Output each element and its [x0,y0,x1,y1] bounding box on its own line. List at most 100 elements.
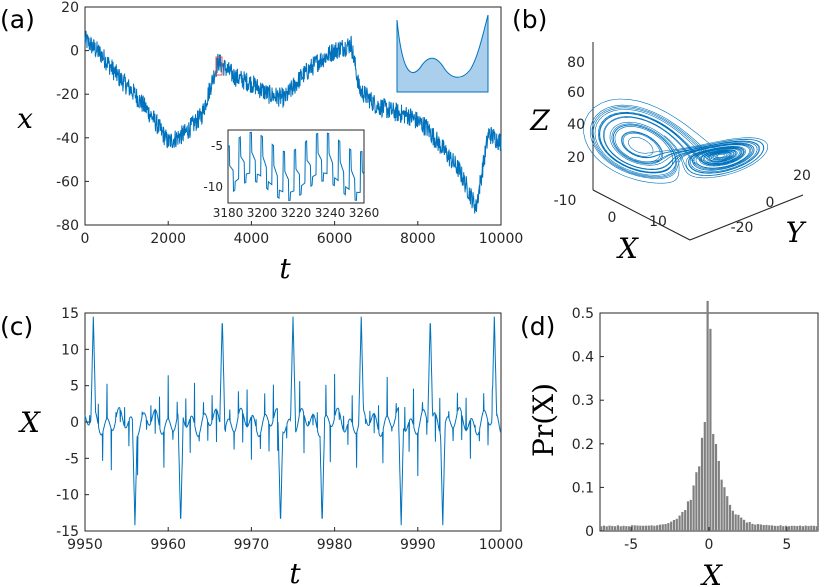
histogram-bar [614,526,617,531]
histogram-bar [770,525,774,531]
histogram-bar [605,526,608,531]
y-tick-label-a: -20 [56,87,79,103]
y-tick-label-d: 0 [585,524,594,540]
ticks-d: -5 0 5 0 0.1 0.2 0.3 0.4 0.5 [572,306,792,553]
histogram-bar [804,525,807,531]
inset-series-line [227,131,365,202]
histogram-bar [813,525,816,531]
histogram-bar [650,525,653,531]
inset-zoom: 3180 3200 3220 3240 3260 -5 -10 [203,129,380,220]
histogram-bar [684,510,687,531]
y-tick-label-b: -20 [731,220,754,236]
histogram-bar [681,511,684,531]
histogram-bar [630,525,634,531]
zoom-highlight-box [215,56,223,76]
histogram-bar [695,472,698,531]
ticks-a: 0 2000 4000 6000 8000 10000 -80 -60 -40 -20 0 20 [56,0,523,247]
inset-x-tick-label: 3260 [349,206,380,220]
histogram-bar [616,525,620,531]
histogram-bar [658,524,662,531]
y-tick-label-c: -5 [65,451,79,467]
histogram-bar [745,522,748,531]
x-tick-label-d: 0 [705,537,714,553]
histogram-bar [740,517,743,531]
histogram-bar [678,515,681,531]
histogram-bar [717,460,720,531]
histogram-bar [751,523,754,531]
inset-x-tick-label: 3180 [213,206,244,220]
y-tick-label-a: 20 [61,0,79,16]
x-tick-label-d: 5 [782,537,791,553]
histogram-bar [600,526,603,531]
histogram-bar [661,524,664,531]
histogram-bar [807,525,810,531]
histogram-bar [625,526,628,531]
z-tick-label-b: 80 [567,55,585,71]
lorenz-attractor [583,98,769,184]
histogram-bar [773,525,776,531]
histogram-bar [759,524,762,531]
x-tick-label-c: 9970 [234,537,270,553]
y-tick-label-c: 5 [70,379,79,395]
x-tick-label-c: 9990 [400,537,436,553]
inset-x-tick-label: 3240 [315,206,346,220]
y-tick-label-a: -60 [56,174,79,190]
histogram-bar [754,524,757,531]
x-tick-label-c: 10000 [479,537,524,553]
z-tick-label-b: 20 [567,150,585,166]
histogram-bar [633,525,636,531]
y-tick-label-c: -10 [56,488,79,504]
axes-frame-a [84,6,502,226]
histogram-bar [793,525,796,531]
histogram-bar [720,479,723,531]
x-tick-label-a: 10000 [479,231,524,247]
histogram-bar [664,524,667,531]
ylabel-a: x [17,102,33,135]
histogram-bar [686,501,690,531]
y-tick-label-d: 0.5 [572,306,594,322]
x-axis-line-3d [592,189,691,241]
histogram-bar [815,526,819,531]
histogram-bar [642,525,645,531]
histogram-bar [647,525,650,531]
histogram-bar [675,518,678,531]
inset-x-tick-label: 3200 [247,206,278,220]
y-tick-label-c: -15 [56,524,79,540]
histogram-bar [742,519,746,531]
ylabel-d: Pr(X) [527,383,560,457]
x-tick-label-b: 0 [608,210,617,226]
series-line-c [84,316,502,526]
histogram-bar [756,524,760,531]
histogram-bar [796,525,799,531]
y-tick-label-b: 20 [793,168,811,184]
panel-label-c: (c) [0,312,33,341]
histogram-bar [728,504,732,531]
inset-x-tick-label: 3220 [281,206,312,220]
ylabel-c: X [18,406,41,439]
histogram-bar [703,421,706,531]
y-tick-label-a: -80 [56,218,79,234]
histogram-bar [799,525,802,531]
y-tick-label-a: 0 [70,44,79,60]
histogram-bar [762,524,765,531]
histogram-bar [712,433,715,531]
y-tick-label-a: -40 [56,131,79,147]
histogram-bar [656,525,659,531]
axes-frame-d [599,312,819,532]
histogram-bar [709,328,712,531]
histogram-bar [731,510,734,531]
histogram-bar [622,525,625,531]
histogram-bar [619,526,622,531]
histogram-bar [667,523,670,531]
histogram-bar [636,525,639,531]
histogram-bar [700,437,704,531]
histogram-bar [692,485,695,531]
potential-area [396,14,489,93]
inset-y-tick-label: -10 [203,180,223,194]
ticks-c: 9950 9960 9970 9980 9990 10000 -15 -10 -5 0 5 10 15 [56,306,523,553]
xlabel-d: X [700,559,723,587]
y-tick-label-d: 0.4 [572,350,594,366]
x-tick-label-a: 2000 [150,231,186,247]
x-tick-label-c: 9960 [150,537,186,553]
x-tick-label-a: 4000 [234,231,270,247]
